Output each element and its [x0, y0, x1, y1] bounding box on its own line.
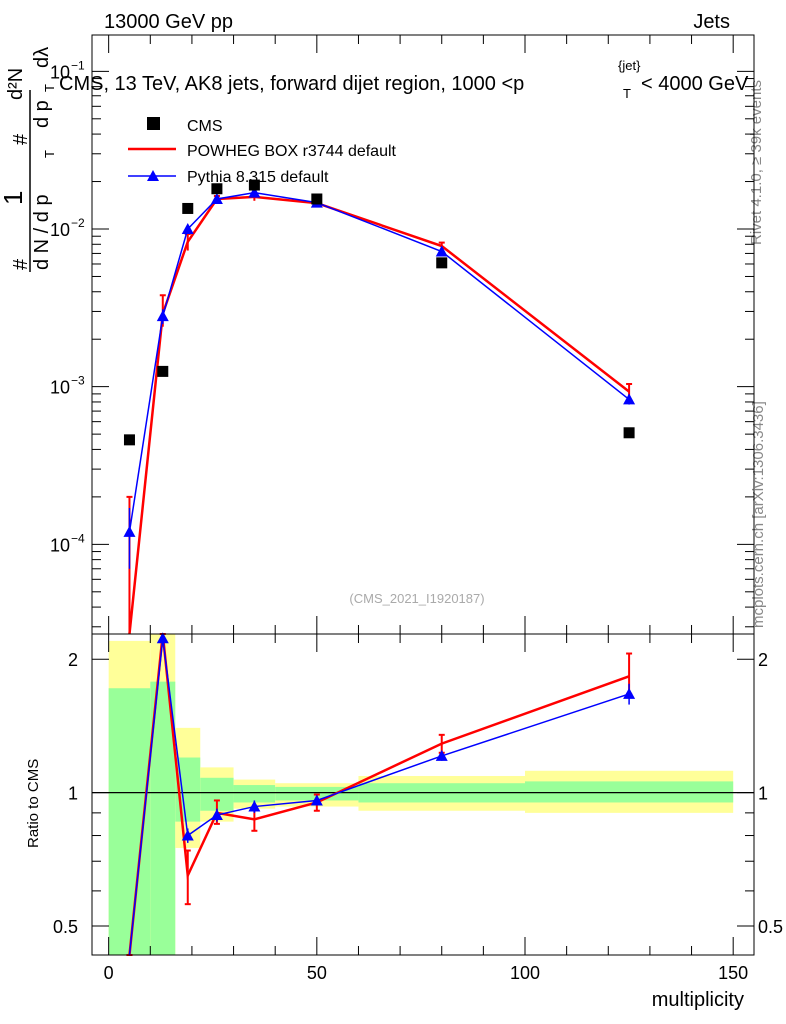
legend-cms-marker: [147, 117, 160, 130]
x-axis-label: multiplicity: [652, 989, 744, 1011]
analysis-watermark: (CMS_2021_I1920187): [349, 591, 484, 606]
x-tick-label: 50: [307, 963, 327, 983]
y-label-hash-2: #: [10, 133, 32, 145]
cms-point: [182, 202, 194, 214]
main-y-tick-label: 10: [50, 62, 70, 82]
main-y-tick-label-exp: −3: [71, 374, 85, 388]
x-tick-label: 0: [104, 963, 114, 983]
mcplots-text: mcplots.cern.ch [arXiv:1306.3436]: [750, 401, 767, 628]
y-label-t-sub-2: T: [42, 84, 57, 92]
cms-point: [311, 193, 323, 205]
ratio-pythia-point: [310, 794, 323, 806]
ratio-y-tick-label-left: 1: [68, 784, 78, 804]
title-sub: T: [623, 86, 631, 101]
pythia-line: [128, 191, 630, 532]
legend-pythia-label: Pythia 8.315 default: [187, 169, 329, 186]
main-y-tick-label-exp: −1: [71, 58, 85, 72]
rivet-version-text: Rivet 4.1.0, ≥ 39k events: [748, 80, 765, 245]
cms-point: [123, 434, 135, 446]
legend-pythia-marker: [147, 170, 159, 181]
cms-point: [623, 427, 635, 439]
ratio-pythia-point: [210, 809, 223, 821]
y-label-t-sub-1: T: [42, 150, 57, 158]
ratio-y-tick-label-right: 1: [758, 784, 768, 804]
ratio-pythia-point: [181, 829, 194, 841]
main-y-tick-label: 10: [50, 535, 70, 555]
ratio-pythia-point: [248, 800, 261, 812]
ratio-band-green: [525, 781, 734, 803]
ratio-pythia-point: [435, 749, 448, 761]
ratio-plot-frame: [91, 633, 755, 956]
legend-powheg-label: POWHEG BOX r3744 default: [187, 143, 397, 160]
title-tail: < 4000 GeV: [641, 73, 749, 95]
y-label-dpt-2: d p: [31, 100, 53, 128]
main-y-tick-label: 10: [50, 378, 70, 398]
cms-point: [211, 183, 223, 195]
title-sup: {jet}: [618, 58, 641, 73]
ratio-y-tick-label-left: 0.5: [53, 917, 78, 937]
ratio-y-tick-label-right: 0.5: [758, 917, 783, 937]
main-y-tick-label-exp: −2: [71, 216, 85, 230]
ratio-pythia-point: [623, 687, 636, 699]
plot-title: CMS, 13 TeV, AK8 jets, forward dijet reg…: [59, 58, 749, 101]
header-right: Jets: [693, 11, 730, 33]
y-label-d2n: d²N: [5, 68, 27, 100]
ratio-pythia-point: [156, 632, 169, 644]
pythia-point: [156, 310, 169, 322]
y-label-dn-dpt: d N / d p: [31, 194, 53, 270]
y-axis-label: # 1 d N / d p T # d p T d²N dλ: [0, 47, 57, 272]
y-label-hash-1: #: [10, 258, 32, 270]
main-plot: 10−110−210−310−4: [50, 34, 755, 635]
ratio-band-green: [233, 785, 276, 803]
pythia-point: [248, 186, 261, 198]
cms-point: [436, 257, 448, 269]
pythia-point: [435, 245, 448, 257]
pythia-point: [210, 192, 223, 204]
pythia-point: [123, 525, 136, 537]
ratio-y-label: Ratio to CMS: [25, 759, 42, 848]
ratio-y-tick-label-right: 2: [758, 650, 768, 670]
y-label-dlambda: dλ: [31, 47, 53, 68]
cms-point: [157, 365, 169, 377]
legend: CMS POWHEG BOX r3744 default Pythia 8.31…: [128, 117, 397, 186]
header-left: 13000 GeV pp: [104, 11, 233, 33]
pythia-point: [181, 223, 194, 235]
powheg-line: [128, 195, 630, 635]
legend-cms-label: CMS: [187, 118, 223, 135]
x-tick-label: 100: [510, 963, 540, 983]
ratio-pythia-line: [128, 638, 630, 956]
ratio-band-green: [150, 681, 176, 955]
main-y-tick-label: 10: [50, 220, 70, 240]
x-tick-label: 150: [718, 963, 748, 983]
cms-point: [248, 179, 260, 191]
y-label-one: 1: [0, 191, 28, 205]
pythia-point: [623, 393, 636, 405]
title-main: CMS, 13 TeV, AK8 jets, forward dijet reg…: [59, 73, 524, 95]
main-y-tick-label-exp: −4: [71, 531, 85, 545]
ratio-plot: 2 2 1 1 0.5 0.5 0 50 100 150: [53, 632, 783, 983]
ratio-y-tick-label-left: 2: [68, 650, 78, 670]
